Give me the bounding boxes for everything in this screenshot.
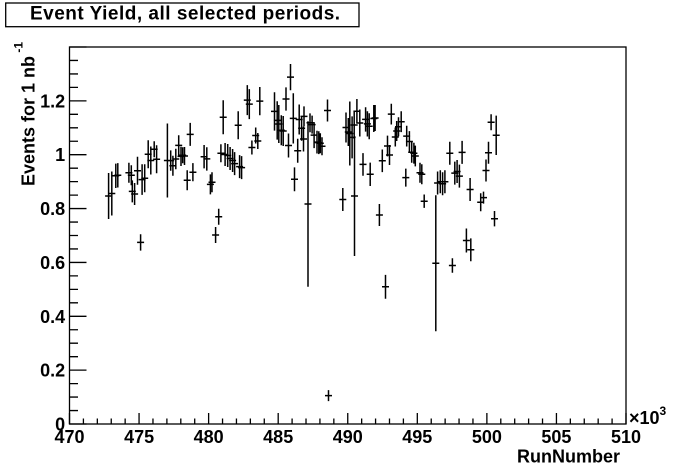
svg-text:470: 470 <box>54 427 84 447</box>
svg-text:490: 490 <box>333 427 363 447</box>
svg-text:0.6: 0.6 <box>40 253 65 273</box>
svg-text:0.8: 0.8 <box>40 199 65 219</box>
svg-text:510: 510 <box>611 427 641 447</box>
svg-text:485: 485 <box>263 427 293 447</box>
svg-text:0.4: 0.4 <box>40 307 65 327</box>
svg-text:0: 0 <box>55 415 65 435</box>
svg-text:505: 505 <box>541 427 571 447</box>
svg-text:RunNumber: RunNumber <box>517 447 620 467</box>
svg-text:1.2: 1.2 <box>40 91 65 111</box>
svg-text:Event Yield, all selected peri: Event Yield, all selected periods. <box>30 4 341 25</box>
svg-text:480: 480 <box>194 427 224 447</box>
svg-text:475: 475 <box>124 427 154 447</box>
svg-text:1: 1 <box>55 145 65 165</box>
svg-text:495: 495 <box>402 427 432 447</box>
svg-text:500: 500 <box>472 427 502 447</box>
svg-text:0.2: 0.2 <box>40 361 65 381</box>
